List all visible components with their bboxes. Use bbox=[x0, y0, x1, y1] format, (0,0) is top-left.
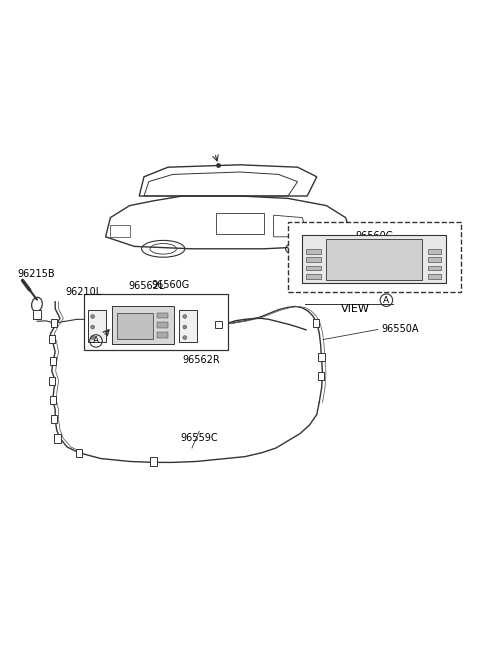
Circle shape bbox=[91, 336, 95, 340]
Text: 96562L: 96562L bbox=[128, 281, 165, 291]
Bar bbox=[54, 434, 60, 443]
Bar bbox=[151, 457, 156, 466]
Circle shape bbox=[91, 325, 95, 329]
Bar bbox=[428, 274, 441, 279]
Bar bbox=[428, 249, 441, 254]
Bar bbox=[215, 321, 222, 327]
Text: A: A bbox=[384, 296, 389, 304]
Bar bbox=[51, 415, 57, 423]
Bar bbox=[157, 313, 168, 318]
Bar bbox=[313, 319, 319, 327]
FancyBboxPatch shape bbox=[302, 236, 446, 283]
FancyBboxPatch shape bbox=[288, 222, 461, 292]
Bar bbox=[51, 319, 58, 327]
Bar bbox=[157, 322, 168, 328]
Bar bbox=[76, 449, 83, 457]
Bar bbox=[306, 274, 321, 279]
Bar bbox=[110, 225, 130, 237]
Bar bbox=[49, 377, 55, 385]
FancyBboxPatch shape bbox=[326, 239, 422, 279]
Bar bbox=[112, 306, 174, 344]
Text: 96559C: 96559C bbox=[180, 433, 218, 443]
Circle shape bbox=[183, 325, 187, 329]
Bar bbox=[88, 310, 106, 342]
Bar bbox=[306, 257, 321, 262]
Text: 96550A: 96550A bbox=[382, 324, 419, 334]
Bar bbox=[49, 335, 55, 342]
Bar bbox=[319, 353, 325, 361]
Text: 96210L: 96210L bbox=[66, 287, 102, 297]
Bar bbox=[33, 310, 40, 319]
Circle shape bbox=[183, 315, 187, 318]
FancyBboxPatch shape bbox=[84, 295, 228, 350]
Bar bbox=[306, 266, 321, 270]
Bar bbox=[306, 249, 321, 254]
Circle shape bbox=[183, 336, 187, 340]
Bar bbox=[50, 396, 56, 404]
Text: 96560G: 96560G bbox=[355, 231, 394, 241]
Text: 96215B: 96215B bbox=[18, 269, 55, 279]
Circle shape bbox=[91, 315, 95, 318]
Text: 96562R: 96562R bbox=[183, 356, 220, 365]
Bar bbox=[318, 372, 324, 380]
Text: A: A bbox=[93, 337, 99, 346]
Bar bbox=[50, 357, 56, 365]
Bar bbox=[157, 332, 168, 338]
Text: VIEW: VIEW bbox=[341, 304, 370, 314]
Bar bbox=[428, 266, 441, 270]
Bar bbox=[117, 313, 153, 339]
Text: 96560G: 96560G bbox=[151, 279, 190, 289]
Bar bbox=[179, 310, 197, 342]
Bar bbox=[428, 257, 441, 262]
